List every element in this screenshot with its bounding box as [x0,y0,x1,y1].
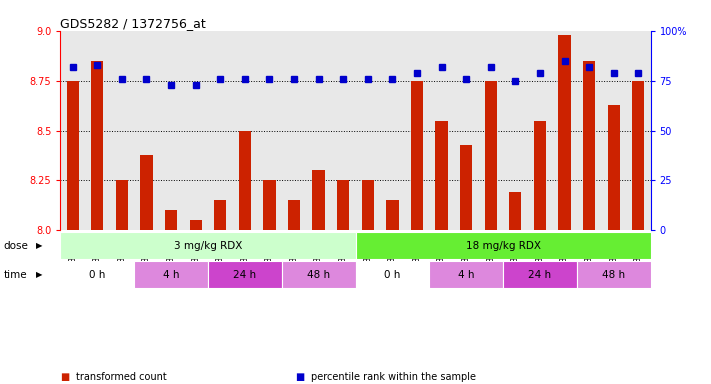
Bar [386,200,399,230]
Bar [362,180,374,230]
Text: percentile rank within the sample: percentile rank within the sample [311,372,476,382]
Text: ■: ■ [60,372,70,382]
Bar [134,261,208,288]
Text: dose: dose [4,241,28,251]
Bar [435,121,448,230]
Bar [214,200,226,230]
Text: ▶: ▶ [36,270,43,279]
Bar [60,261,134,288]
Bar [282,261,356,288]
Bar [577,261,651,288]
Bar [583,61,595,230]
Bar [337,180,349,230]
Bar [534,121,546,230]
Bar [239,131,251,230]
Bar [485,81,497,230]
Bar [190,220,202,230]
Bar [429,261,503,288]
Bar [356,261,429,288]
Bar [91,61,104,230]
Text: transformed count: transformed count [76,372,167,382]
Bar [558,35,571,230]
Bar [116,180,128,230]
Text: 4 h: 4 h [458,270,474,280]
Text: 18 mg/kg RDX: 18 mg/kg RDX [466,241,540,251]
Bar [140,154,153,230]
Bar [263,180,276,230]
Text: 0 h: 0 h [89,270,105,280]
Bar [312,170,325,230]
Bar [503,261,577,288]
Bar [165,210,177,230]
Text: 24 h: 24 h [233,270,257,280]
Bar [208,261,282,288]
Text: 48 h: 48 h [602,270,625,280]
Text: time: time [4,270,27,280]
Bar [509,192,521,230]
Text: 0 h: 0 h [384,270,400,280]
Bar [460,144,472,230]
Bar [632,81,644,230]
Text: 48 h: 48 h [307,270,330,280]
Bar [288,200,300,230]
Text: GDS5282 / 1372756_at: GDS5282 / 1372756_at [60,17,206,30]
Bar [356,232,651,259]
Bar [411,81,423,230]
Bar [60,232,356,259]
Text: 24 h: 24 h [528,270,552,280]
Text: 4 h: 4 h [163,270,179,280]
Text: ▶: ▶ [36,241,43,250]
Text: ■: ■ [295,372,304,382]
Text: 3 mg/kg RDX: 3 mg/kg RDX [173,241,242,251]
Bar [607,104,620,230]
Bar [67,81,79,230]
